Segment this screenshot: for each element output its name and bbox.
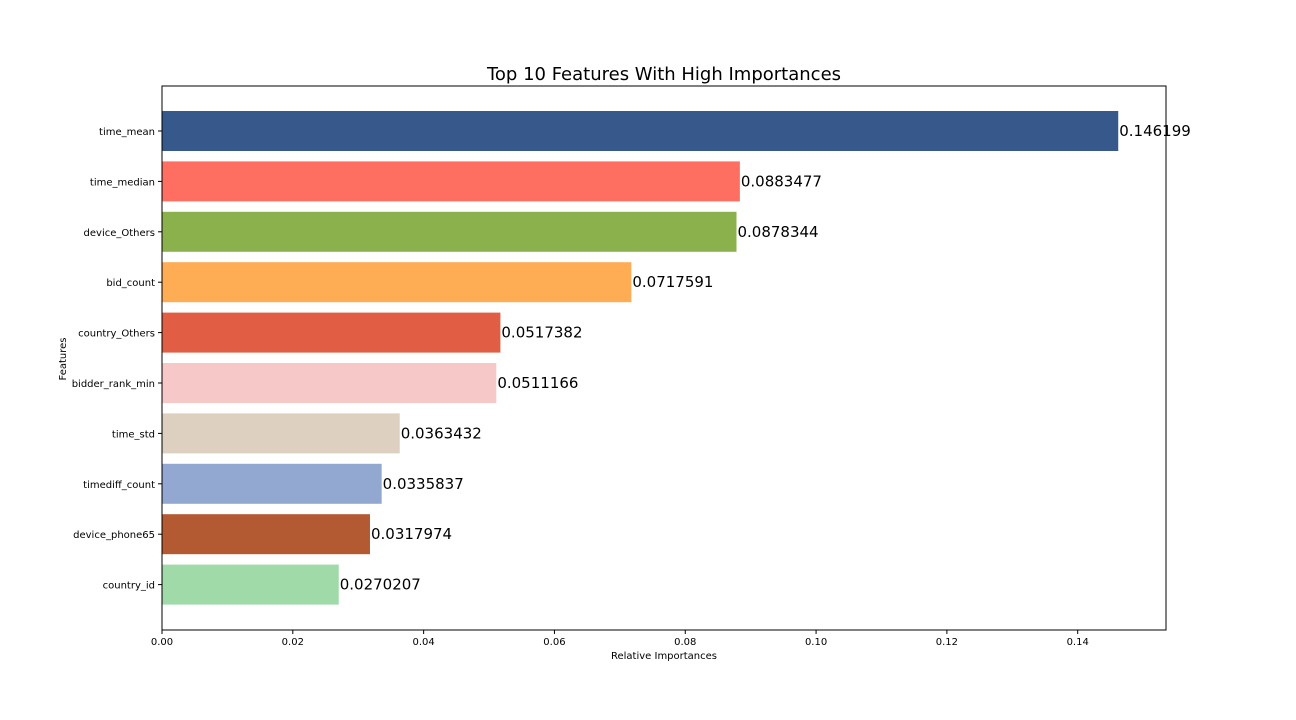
y-tick-label: time_std: [112, 429, 155, 440]
bar-time_median: [162, 161, 740, 202]
data-label-device_phone65: 0.0317974: [371, 525, 452, 543]
x-tick-label: 0.02: [282, 637, 304, 648]
bar-bidder_rank_min: [162, 363, 497, 403]
bar-timediff_count: [162, 463, 382, 504]
x-axis: 0.00 0.02 0.04 0.06 0.08 0.10 0.12 0.14: [151, 630, 1089, 648]
data-label-device_Others: 0.0878344: [737, 223, 818, 241]
y-tick-label: country_id: [103, 581, 155, 592]
data-label-time_median: 0.0883477: [741, 172, 822, 190]
x-tick-label: 0.00: [151, 637, 173, 648]
x-tick-label: 0.14: [1067, 637, 1089, 648]
data-label-bidder_rank_min: 0.0511166: [497, 374, 578, 392]
data-label-bid_count: 0.0717591: [632, 273, 713, 291]
x-tick-label: 0.08: [674, 637, 696, 648]
chart-title: Top 10 Features With High Importances: [486, 64, 841, 85]
bar-time_std: [162, 413, 400, 454]
bar-device_Others: [162, 211, 737, 252]
plot-frame: [161, 85, 1167, 631]
x-tick-label: 0.06: [543, 637, 565, 648]
data-label-country_id: 0.0270207: [340, 576, 421, 594]
bars-layer: 0.146199 0.0883477 0.0878344 0.0717591 0.051…: [162, 111, 1191, 605]
bar-country_Others: [162, 312, 501, 353]
x-axis-label: Relative Importances: [611, 651, 717, 662]
y-tick-label: device_Others: [84, 228, 155, 239]
y-tick-label: time_mean: [99, 127, 155, 138]
x-tick-label: 0.04: [412, 637, 434, 648]
y-tick-label: country_Others: [78, 329, 155, 340]
bar-country_id: [162, 564, 339, 605]
y-axis: time_mean time_median device_Others bid_cou…: [72, 127, 162, 592]
x-tick-label: 0.12: [936, 637, 958, 648]
data-label-time_std: 0.0363432: [401, 424, 482, 442]
x-tick-label: 0.10: [805, 637, 827, 648]
bar-bid_count: [162, 262, 632, 303]
y-tick-label: time_median: [90, 177, 155, 188]
y-tick-label: timediff_count: [83, 480, 155, 491]
y-tick-label: bidder_rank_min: [72, 379, 155, 390]
data-label-country_Others: 0.0517382: [501, 324, 582, 342]
bar-time_mean: [162, 111, 1119, 151]
y-tick-label: device_phone65: [73, 530, 155, 541]
data-label-time_mean: 0.146199: [1119, 122, 1191, 140]
bar-device_phone65: [162, 514, 370, 555]
y-tick-label: bid_count: [106, 278, 155, 289]
y-axis-label: Features: [58, 338, 69, 381]
data-label-timediff_count: 0.0335837: [383, 475, 464, 493]
